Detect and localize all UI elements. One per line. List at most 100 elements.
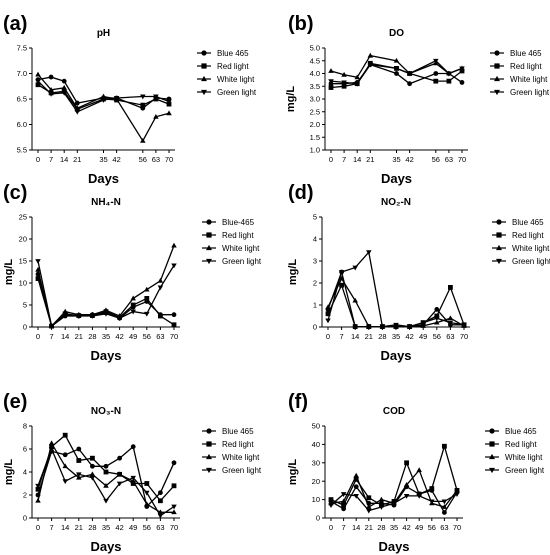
legend-label: Blue 465 bbox=[512, 218, 544, 227]
data-point bbox=[130, 309, 136, 315]
data-point bbox=[35, 259, 41, 264]
x-tick-label: 42 bbox=[112, 155, 120, 164]
legend-marker bbox=[201, 75, 207, 82]
y-tick-label: 0 bbox=[313, 323, 317, 332]
legend-label: White light bbox=[505, 453, 543, 462]
legend-label: Red light bbox=[505, 440, 537, 449]
legend-marker bbox=[489, 467, 495, 474]
chart-title: NO₂-N bbox=[381, 197, 411, 208]
x-tick-label: 28 bbox=[88, 332, 96, 341]
legend-marker bbox=[489, 428, 495, 434]
data-point bbox=[393, 66, 400, 72]
x-tick-label: 21 bbox=[365, 523, 373, 532]
x-tick-label: 14 bbox=[61, 332, 69, 341]
y-tick-label: 5.5 bbox=[17, 146, 27, 155]
legend-marker bbox=[494, 75, 500, 82]
data-point bbox=[403, 482, 410, 487]
data-point bbox=[74, 100, 80, 106]
data-point bbox=[103, 463, 109, 469]
y-tick-label: 2.5 bbox=[310, 107, 320, 116]
legend-label: Blue 465 bbox=[217, 49, 249, 58]
chart-panel-1: (b) DO 1.0 1.5 2.0 2.5 3.0 3.5 4.0 4.5 5.0 0 7 14 21 35… bbox=[285, 13, 550, 186]
data-point bbox=[103, 307, 109, 313]
panel-label: (c) bbox=[3, 182, 27, 204]
data-point bbox=[62, 452, 68, 458]
data-point bbox=[406, 324, 413, 330]
x-tick-label: 0 bbox=[36, 155, 40, 164]
x-axis-label: Days bbox=[88, 171, 119, 186]
data-point bbox=[166, 110, 172, 116]
legend-marker bbox=[496, 232, 502, 238]
data-point bbox=[130, 478, 136, 484]
legend-marker bbox=[206, 441, 212, 447]
x-tick-label: 21 bbox=[366, 155, 374, 164]
data-point bbox=[434, 307, 440, 312]
data-point bbox=[393, 57, 400, 63]
series-line-3 bbox=[37, 447, 175, 517]
data-point bbox=[74, 109, 81, 115]
chart-title: NO₃-N bbox=[91, 406, 121, 417]
data-point bbox=[153, 113, 159, 119]
data-point bbox=[325, 304, 331, 310]
data-point bbox=[404, 460, 409, 466]
data-point bbox=[117, 455, 122, 461]
data-point bbox=[171, 263, 177, 269]
data-point bbox=[341, 506, 346, 512]
y-tick-label: 50 bbox=[312, 422, 320, 431]
y-tick-label: 0 bbox=[316, 514, 320, 523]
data-point bbox=[366, 508, 372, 514]
data-point bbox=[378, 505, 385, 510]
data-point bbox=[140, 102, 146, 108]
x-tick-label: 35 bbox=[99, 155, 107, 164]
x-tick-label: 42 bbox=[115, 523, 123, 532]
data-point bbox=[103, 482, 109, 488]
y-tick-label: 20 bbox=[19, 235, 27, 244]
chart-title: COD bbox=[383, 406, 405, 417]
chart-title: pH bbox=[97, 28, 110, 39]
data-point bbox=[76, 472, 82, 478]
y-tick-label: 4 bbox=[313, 235, 317, 244]
x-tick-label: 49 bbox=[129, 332, 137, 341]
data-point bbox=[171, 509, 177, 515]
y-tick-label: 2 bbox=[313, 279, 317, 288]
data-point bbox=[338, 275, 345, 281]
data-point bbox=[448, 285, 453, 290]
data-point bbox=[446, 71, 452, 77]
legend-label: White light bbox=[512, 244, 550, 253]
legend-label: White light bbox=[217, 75, 255, 84]
x-tick-label: 35 bbox=[390, 523, 398, 532]
data-point bbox=[447, 315, 454, 321]
y-tick-label: 6 bbox=[23, 445, 27, 454]
x-tick-label: 70 bbox=[170, 332, 178, 341]
x-tick-label: 56 bbox=[433, 332, 441, 341]
data-point bbox=[340, 498, 347, 504]
panel-label: (a) bbox=[3, 13, 27, 35]
chart-title: DO bbox=[389, 28, 404, 39]
legend-label: Blue 465 bbox=[222, 427, 254, 436]
series-line-1 bbox=[330, 443, 458, 506]
data-point bbox=[89, 314, 96, 319]
y-tick-label: 2.0 bbox=[310, 120, 320, 129]
data-point bbox=[116, 471, 123, 477]
legend-label: Green light bbox=[505, 466, 545, 475]
data-point bbox=[48, 447, 55, 452]
data-point bbox=[454, 492, 460, 497]
x-tick-label: 35 bbox=[102, 332, 110, 341]
x-axis-label: Days bbox=[90, 539, 121, 554]
series-line-0 bbox=[327, 269, 464, 328]
data-point bbox=[434, 313, 440, 319]
data-point bbox=[325, 311, 331, 317]
x-tick-label: 21 bbox=[75, 332, 83, 341]
data-point bbox=[158, 313, 163, 319]
legend-label: White light bbox=[510, 75, 548, 84]
data-point bbox=[130, 481, 136, 486]
x-tick-label: 63 bbox=[156, 332, 164, 341]
x-tick-label: 63 bbox=[440, 523, 448, 532]
y-tick-label: 6.0 bbox=[17, 120, 27, 129]
data-point bbox=[76, 474, 82, 480]
data-point bbox=[157, 513, 164, 519]
data-point bbox=[353, 476, 359, 482]
data-point bbox=[429, 486, 435, 491]
legend-label: Green light bbox=[217, 88, 257, 97]
x-tick-label: 14 bbox=[352, 523, 360, 532]
